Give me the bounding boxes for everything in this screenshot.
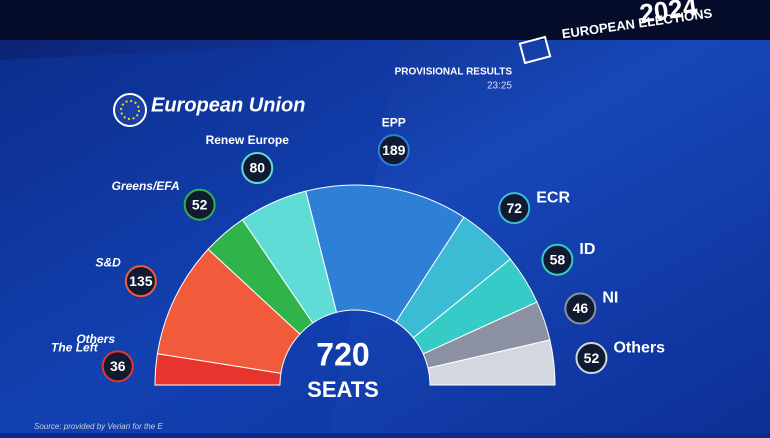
- ballot-icon: [518, 35, 552, 65]
- value-label: 46: [573, 300, 589, 316]
- source: Source: provided by Verian for the E: [34, 422, 163, 431]
- value-label: 189: [382, 142, 406, 158]
- eu-stars: [120, 100, 140, 120]
- value-badge: [564, 292, 597, 325]
- party-name: Others: [76, 332, 115, 346]
- value-badge: [124, 265, 157, 298]
- party-name: EPP: [382, 115, 406, 129]
- seat-segment: [427, 339, 556, 386]
- ceiling: [0, 0, 770, 40]
- party-name: ECR: [536, 189, 570, 206]
- value-label: 58: [550, 251, 566, 267]
- value-label: 135: [129, 273, 153, 289]
- party-name: NI: [602, 290, 618, 307]
- party-name: S&D: [96, 255, 122, 269]
- party-name: ID: [579, 241, 595, 258]
- value-label: 80: [249, 160, 265, 176]
- value-badge: [183, 188, 216, 221]
- panel: [0, 40, 400, 433]
- eu-logo: [113, 93, 147, 127]
- value-badge: [575, 342, 608, 375]
- seat-segment: [305, 184, 465, 323]
- value-label: 36: [110, 358, 126, 374]
- party-name: The Left: [51, 340, 99, 354]
- logo-text: European Union: [151, 94, 305, 116]
- total-label: SEATS: [307, 377, 379, 402]
- value-badge: [101, 350, 134, 383]
- time: 23:25: [487, 81, 512, 92]
- party-name: Renew Europe: [206, 133, 290, 147]
- value-label: 72: [506, 200, 522, 216]
- status: PROVISIONAL RESULTS: [395, 67, 513, 78]
- value-badge: [498, 192, 531, 225]
- value-badge: [241, 152, 274, 185]
- total-value: 720: [316, 336, 369, 372]
- value-badge: [541, 243, 574, 276]
- party-name: Others: [613, 339, 665, 356]
- value-label: 52: [584, 350, 600, 366]
- value-badge: [377, 134, 410, 167]
- party-name: Greens/EFA: [112, 179, 180, 193]
- value-label: 52: [192, 196, 208, 212]
